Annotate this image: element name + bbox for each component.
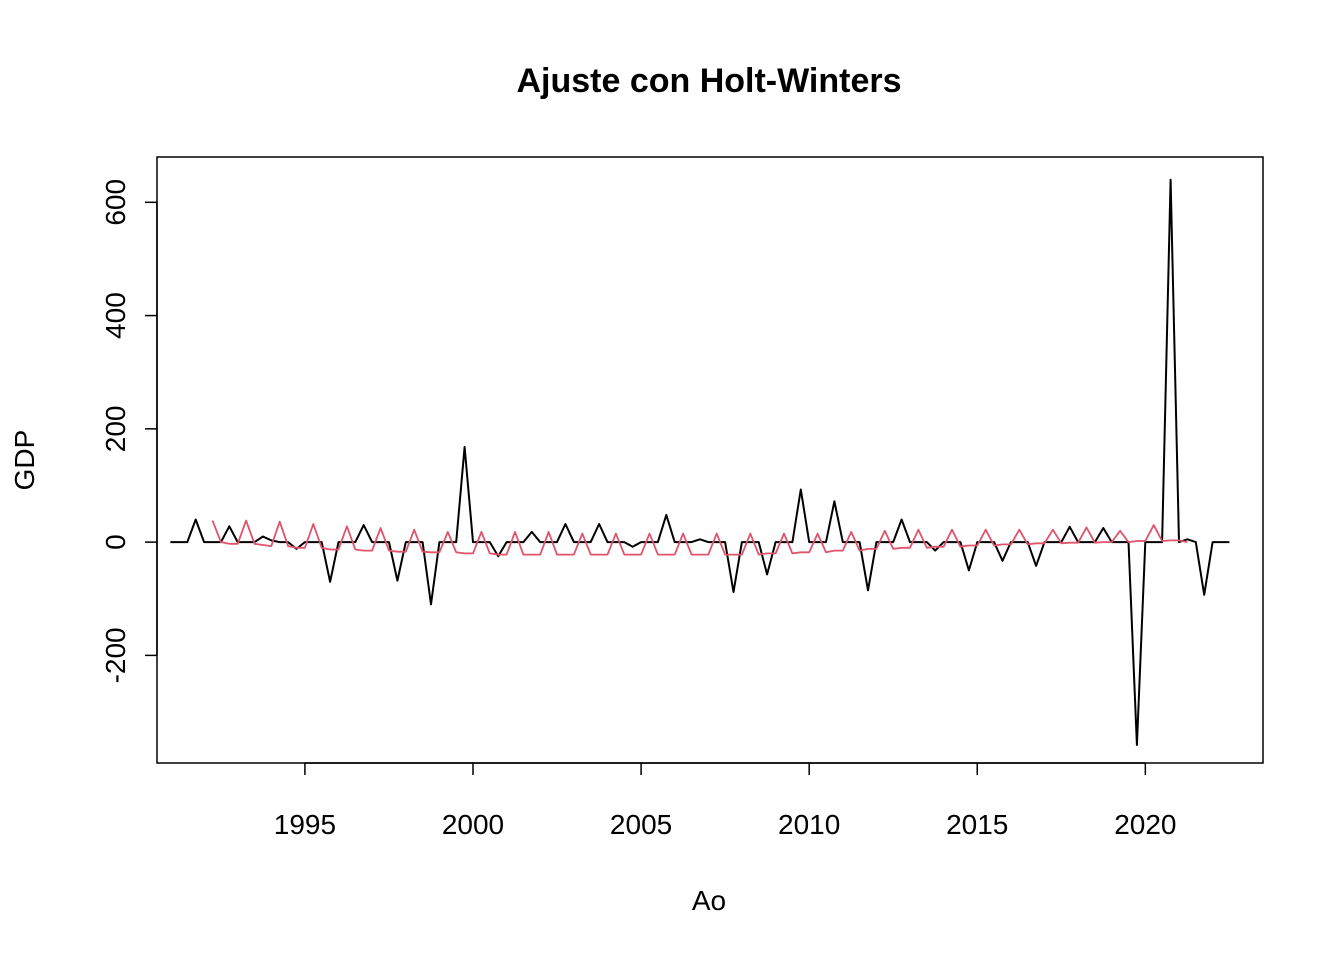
- y-tick-label: 200: [100, 405, 131, 452]
- series-line-1: [170, 178, 1230, 746]
- y-tick-label: 600: [100, 179, 131, 226]
- x-tick-label: 2010: [778, 809, 840, 840]
- x-tick-label: 2020: [1114, 809, 1176, 840]
- y-tick-label: 400: [100, 292, 131, 339]
- y-tick-label: 0: [100, 534, 131, 550]
- x-tick-label: 2000: [442, 809, 504, 840]
- x-tick-label: 2005: [610, 809, 672, 840]
- y-axis: -200 0 200 400 600: [100, 179, 158, 683]
- x-axis: 1995 2000 2005 2010 2015 2020: [274, 762, 1176, 840]
- x-axis-label: Ao: [692, 885, 726, 916]
- series-layer: [170, 178, 1230, 746]
- y-axis-label: GDP: [9, 430, 40, 491]
- x-tick-label: 2015: [946, 809, 1008, 840]
- chart-title: Ajuste con Holt-Winters: [516, 62, 901, 100]
- y-tick-label: -200: [100, 627, 131, 683]
- series-line-2: [211, 519, 1188, 556]
- plot-frame: [156, 156, 1264, 764]
- x-tick-label: 1995: [274, 809, 336, 840]
